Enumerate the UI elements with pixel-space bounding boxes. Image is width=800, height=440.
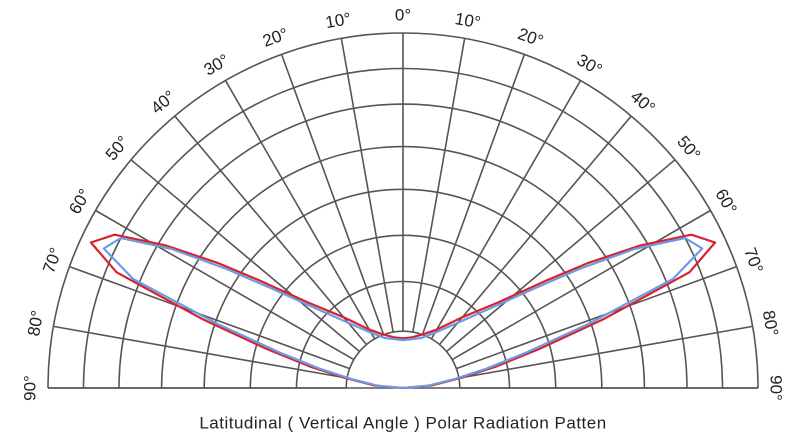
angle-label: 10° [453, 9, 482, 32]
angle-label: 30° [201, 50, 233, 79]
angle-label: 50° [673, 132, 704, 164]
grid-spoke [69, 265, 350, 370]
angle-label: 20° [260, 24, 291, 51]
angle-label: 90° [767, 375, 786, 401]
grid-spoke [421, 54, 526, 335]
grid-spoke [456, 265, 737, 370]
grid-spoke [451, 209, 711, 361]
grid-spoke [445, 159, 676, 353]
grid-spoke [224, 80, 376, 340]
angle-label: 80° [759, 309, 782, 338]
angle-label: 70° [740, 245, 767, 276]
grid-spoke [438, 115, 632, 346]
pattern-line [89, 233, 717, 390]
angle-label: 70° [39, 245, 66, 276]
grid-spoke [53, 325, 348, 379]
angle-label: 20° [515, 24, 546, 51]
grid-spoke [458, 325, 753, 379]
angle-label: 10° [324, 9, 353, 32]
grid-ring [345, 330, 461, 389]
angle-label: 0° [395, 5, 411, 24]
angle-label: 40° [147, 87, 179, 118]
pattern-line [102, 236, 704, 390]
angle-label: 30° [574, 50, 606, 79]
grid-spoke [412, 38, 466, 333]
grid-spoke [130, 159, 361, 353]
angle-label: 60° [65, 186, 94, 218]
grid-spoke [174, 115, 368, 346]
chart-title: Latitudinal ( Vertical Angle ) Polar Rad… [199, 413, 606, 432]
angle-label: 90° [20, 375, 39, 401]
grid-spoke [95, 209, 355, 361]
grid-spoke [280, 54, 385, 335]
angle-label: 50° [102, 132, 133, 164]
angle-label: 40° [627, 87, 659, 118]
grid-spoke [430, 80, 582, 340]
angle-label: 60° [711, 186, 740, 218]
grid-spoke [340, 38, 394, 333]
angle-label: 80° [24, 309, 47, 338]
